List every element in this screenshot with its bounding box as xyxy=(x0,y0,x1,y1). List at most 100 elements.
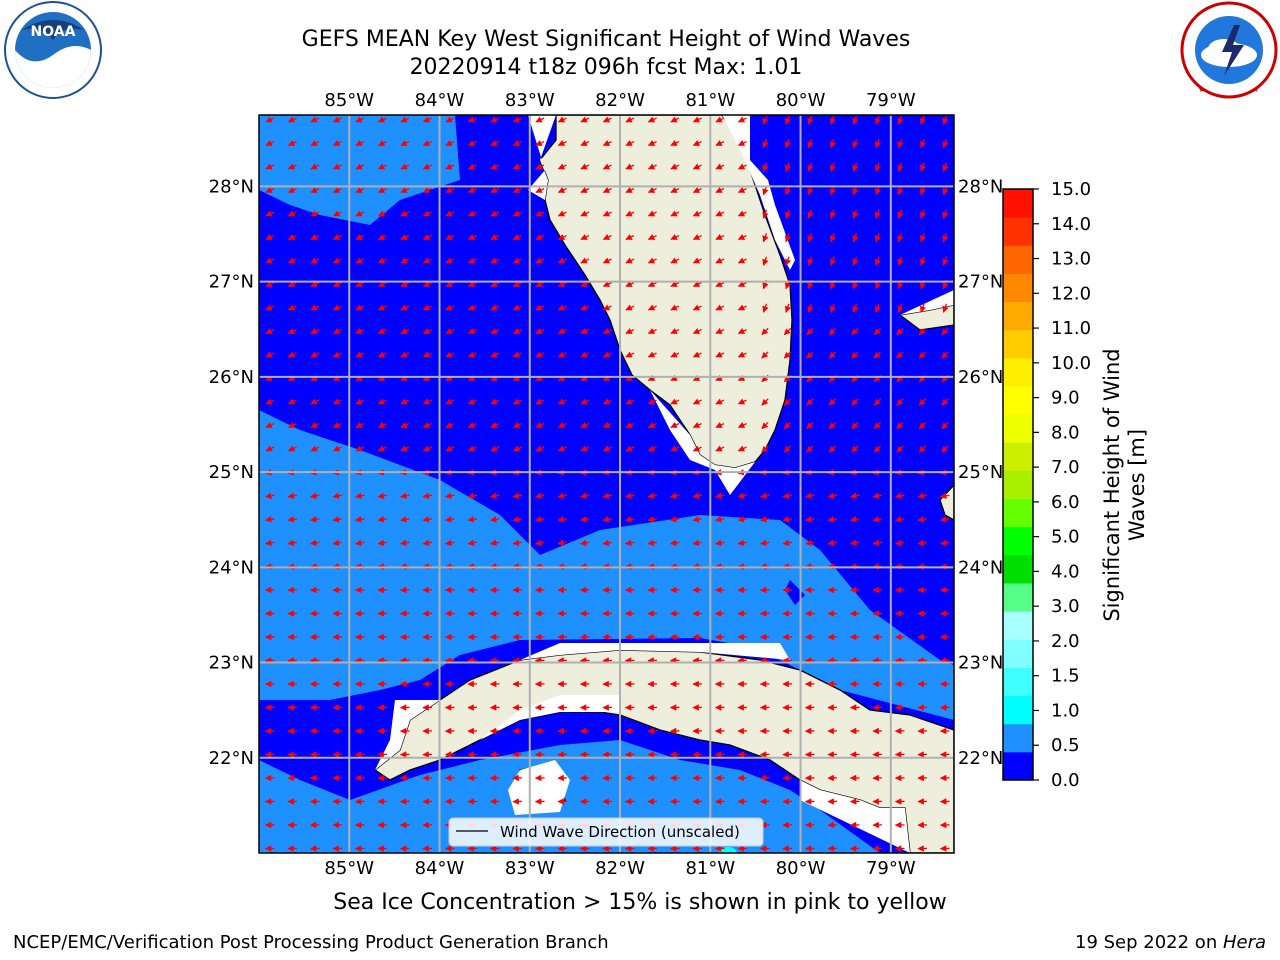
wind-arrow xyxy=(602,210,612,217)
wind-arrow xyxy=(490,421,500,428)
wind-arrow xyxy=(852,233,859,243)
wind-arrow xyxy=(851,351,859,359)
colorbar-tick-label: 7.0 xyxy=(1051,457,1080,478)
lon-label: 79°W xyxy=(866,858,916,879)
wind-arrow xyxy=(557,539,568,546)
lat-label: 27°N xyxy=(958,272,1003,293)
wind-arrow xyxy=(445,163,455,170)
lon-label: 80°W xyxy=(776,90,826,111)
wind-arrow xyxy=(897,209,904,219)
wind-arrow xyxy=(807,139,814,149)
wind-arrow xyxy=(625,210,635,217)
wind-arrow xyxy=(761,445,769,453)
sea-ice-note: Sea Ice Concentration > 15% is shown in … xyxy=(333,890,947,915)
lon-label: 81°W xyxy=(685,90,735,111)
wind-arrow xyxy=(669,516,680,523)
wind-arrow xyxy=(647,398,657,405)
wind-arrow xyxy=(489,492,500,499)
wind-arrow xyxy=(625,280,635,287)
wind-arrow xyxy=(355,116,365,123)
wind-arrow xyxy=(557,210,567,217)
wind-arrow xyxy=(804,516,815,523)
wind-arrow xyxy=(377,398,387,405)
wind-arrow xyxy=(287,116,297,123)
wind-arrow xyxy=(852,256,859,266)
wind-arrow xyxy=(287,139,297,146)
wind-arrow xyxy=(512,116,522,123)
wind-arrow xyxy=(602,539,613,546)
lat-label: 22°N xyxy=(209,748,254,769)
svg-text:★: ★ xyxy=(1198,85,1205,94)
wind-arrow xyxy=(647,327,657,334)
wind-arrow xyxy=(647,445,657,452)
wind-arrow xyxy=(874,186,882,196)
wind-arrow xyxy=(400,233,410,240)
wind-arrow xyxy=(422,257,432,264)
wind-arrow xyxy=(445,398,455,405)
wind-arrow xyxy=(377,186,387,193)
wind-arrow xyxy=(761,421,769,430)
legend-label: Wind Wave Direction (unscaled) xyxy=(500,823,740,841)
wind-arrow xyxy=(829,162,837,172)
wind-arrow xyxy=(377,327,387,334)
lat-labels-right: 28°N 27°N 26°N 25°N 24°N 23°N 22°N xyxy=(958,176,1003,768)
wind-arrow xyxy=(762,139,769,149)
lat-label: 27°N xyxy=(209,272,254,293)
wind-arrow xyxy=(580,116,590,123)
wind-arrow xyxy=(670,139,680,146)
wind-arrow xyxy=(873,445,882,453)
wind-arrow xyxy=(557,327,567,334)
wind-arrow xyxy=(942,209,949,219)
lat-label: 26°N xyxy=(209,367,254,388)
wind-arrow xyxy=(647,539,658,546)
wind-arrow xyxy=(445,304,455,311)
wind-arrow xyxy=(264,492,275,499)
wind-arrow xyxy=(310,139,320,146)
wind-arrow xyxy=(354,539,365,546)
wind-arrow xyxy=(941,327,949,336)
wind-arrow xyxy=(490,116,500,123)
wind-arrow xyxy=(355,280,365,287)
wind-arrow xyxy=(917,539,928,546)
wind-arrow xyxy=(512,351,522,358)
wind-arrow xyxy=(535,327,545,334)
wind-arrow xyxy=(355,210,365,217)
wind-arrow xyxy=(602,139,612,146)
wind-arrow xyxy=(287,539,298,546)
wind-arrow xyxy=(355,257,365,264)
wind-arrow xyxy=(852,162,859,172)
wind-arrow xyxy=(942,233,949,243)
wind-arrow xyxy=(942,186,949,196)
wind-arrow xyxy=(918,445,927,453)
wind-arrow xyxy=(377,233,387,240)
svg-text:★: ★ xyxy=(1252,85,1259,94)
wind-arrow xyxy=(422,421,432,428)
wind-arrow xyxy=(941,421,949,430)
wind-arrow xyxy=(355,351,365,358)
wind-arrow xyxy=(762,303,769,313)
wind-arrow xyxy=(512,280,522,287)
wind-arrow xyxy=(784,209,792,219)
wind-arrow xyxy=(332,492,343,499)
wind-arrow xyxy=(647,492,658,499)
wind-arrow xyxy=(852,303,859,313)
wind-arrow xyxy=(580,421,590,428)
lat-label: 24°N xyxy=(209,557,254,578)
wind-arrow xyxy=(512,257,522,264)
wind-arrow xyxy=(942,256,949,266)
wind-arrow xyxy=(422,116,432,123)
wind-arrow xyxy=(829,115,837,125)
wind-arrow xyxy=(715,186,725,193)
wind-arrow xyxy=(400,116,410,123)
wind-arrow xyxy=(399,492,410,499)
wind-arrow xyxy=(265,210,275,217)
wind-arrow xyxy=(670,398,680,405)
wind-arrow xyxy=(445,421,455,428)
wind-arrow xyxy=(829,256,837,266)
wind-arrow xyxy=(897,256,904,266)
wind-arrow xyxy=(894,492,905,499)
wind-arrow xyxy=(737,539,748,546)
wind-arrow xyxy=(332,445,342,452)
wind-arrow xyxy=(762,233,769,243)
map-frame xyxy=(258,114,955,854)
